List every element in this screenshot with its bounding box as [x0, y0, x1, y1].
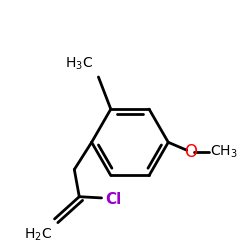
Text: CH$_3$: CH$_3$	[210, 144, 238, 160]
Text: H$_2$C: H$_2$C	[24, 226, 52, 243]
Text: Cl: Cl	[105, 192, 122, 207]
Text: O: O	[184, 143, 197, 161]
Text: H$_3$C: H$_3$C	[66, 56, 94, 72]
